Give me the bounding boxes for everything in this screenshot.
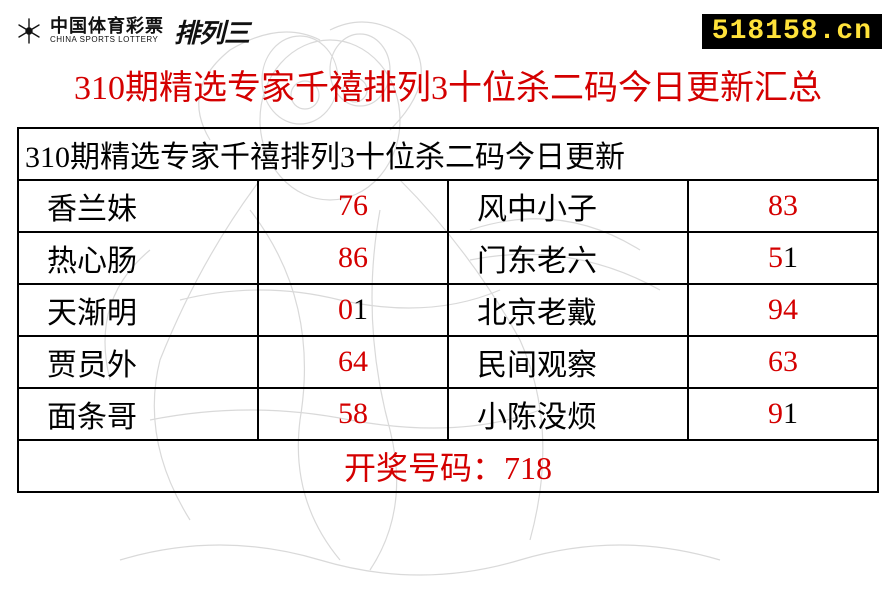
table-row: 热心肠86门东老六51 [18,232,878,284]
expert-number: 76 [258,180,448,232]
expert-number: 94 [688,284,878,336]
expert-number: 91 [688,388,878,440]
lottery-logo: 中国体育彩票 CHINA SPORTS LOTTERY 排列三 [14,13,249,50]
result-value: 718 [504,450,552,486]
expert-number: 64 [258,336,448,388]
top-bar: 中国体育彩票 CHINA SPORTS LOTTERY 排列三 518158.c… [0,0,896,54]
table-row: 天渐明01北京老戴94 [18,284,878,336]
expert-name: 香兰妹 [18,180,258,232]
expert-number: 63 [688,336,878,388]
lottery-logo-icon [14,16,44,46]
expert-number: 83 [688,180,878,232]
expert-name: 天渐明 [18,284,258,336]
brand-product: 排列三 [174,13,249,50]
page-headline: 310期精选专家千禧排列3十位杀二码今日更新汇总 [0,54,896,127]
expert-number: 86 [258,232,448,284]
brand-name-cn: 中国体育彩票 [50,17,164,36]
table-row: 香兰妹76风中小子83 [18,180,878,232]
table-row: 面条哥58小陈没烦91 [18,388,878,440]
expert-table: 310期精选专家千禧排列3十位杀二码今日更新 香兰妹76风中小子83热心肠86门… [17,127,879,493]
site-badge: 518158.cn [702,14,882,49]
table-header: 310期精选专家千禧排列3十位杀二码今日更新 [18,128,878,180]
expert-name: 民间观察 [448,336,688,388]
brand-name-en: CHINA SPORTS LOTTERY [50,36,164,44]
result-row: 开奖号码：718 [18,440,878,492]
expert-name: 北京老戴 [448,284,688,336]
expert-name: 风中小子 [448,180,688,232]
table-row: 贾员外64民间观察63 [18,336,878,388]
expert-name: 面条哥 [18,388,258,440]
result-label: 开奖号码： [344,450,504,486]
expert-name: 贾员外 [18,336,258,388]
expert-name: 热心肠 [18,232,258,284]
expert-number: 58 [258,388,448,440]
expert-name: 小陈没烦 [448,388,688,440]
expert-number: 01 [258,284,448,336]
expert-number: 51 [688,232,878,284]
expert-name: 门东老六 [448,232,688,284]
